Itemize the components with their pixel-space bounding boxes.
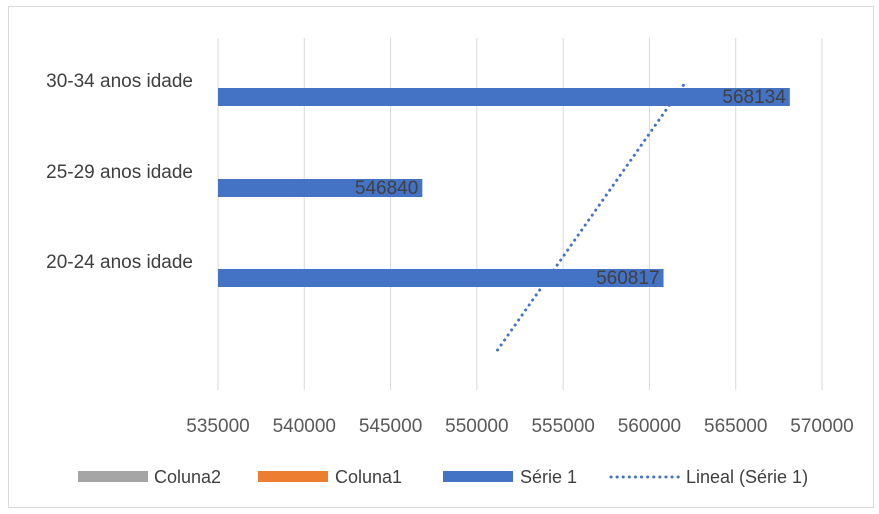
- category-label: 30-34 anos idade: [46, 71, 193, 92]
- bars: [218, 88, 790, 287]
- trendline: [496, 80, 688, 352]
- trendline-path: [496, 80, 688, 352]
- legend-label: Série 1: [520, 467, 577, 487]
- legend-swatch: [258, 471, 328, 482]
- x-tick-label: 555000: [531, 416, 594, 437]
- category-labels: 20-24 anos idade 25-29 anos idade 30-34 an…: [46, 71, 193, 273]
- legend: Coluna2 Coluna1 Série 1 Lineal (Série 1): [78, 467, 808, 487]
- legend-swatch: [78, 471, 148, 482]
- x-tick-label: 545000: [359, 416, 422, 437]
- category-label: 25-29 anos idade: [46, 162, 193, 183]
- x-tick-label: 565000: [704, 416, 767, 437]
- legend-label: Coluna2: [154, 467, 221, 487]
- bar: [218, 88, 790, 106]
- legend-label: Coluna1: [335, 467, 402, 487]
- x-tick-label: 535000: [186, 416, 249, 437]
- legend-label: Lineal (Série 1): [686, 467, 808, 487]
- category-label: 20-24 anos idade: [46, 252, 193, 273]
- x-tick-labels: 535000 540000 545000 550000 555000 560000 5650…: [186, 416, 853, 437]
- data-label: 568134: [722, 87, 786, 108]
- legend-swatch: [443, 471, 513, 482]
- bar: [218, 179, 423, 197]
- x-tick-label: 540000: [273, 416, 336, 437]
- x-tick-label: 560000: [618, 416, 681, 437]
- data-labels: 560817 546840 568134: [355, 87, 786, 289]
- x-tick-label: 550000: [445, 416, 508, 437]
- bar: [218, 269, 664, 287]
- x-tick-label: 570000: [790, 416, 853, 437]
- data-label: 560817: [596, 268, 659, 289]
- data-label: 546840: [355, 178, 418, 199]
